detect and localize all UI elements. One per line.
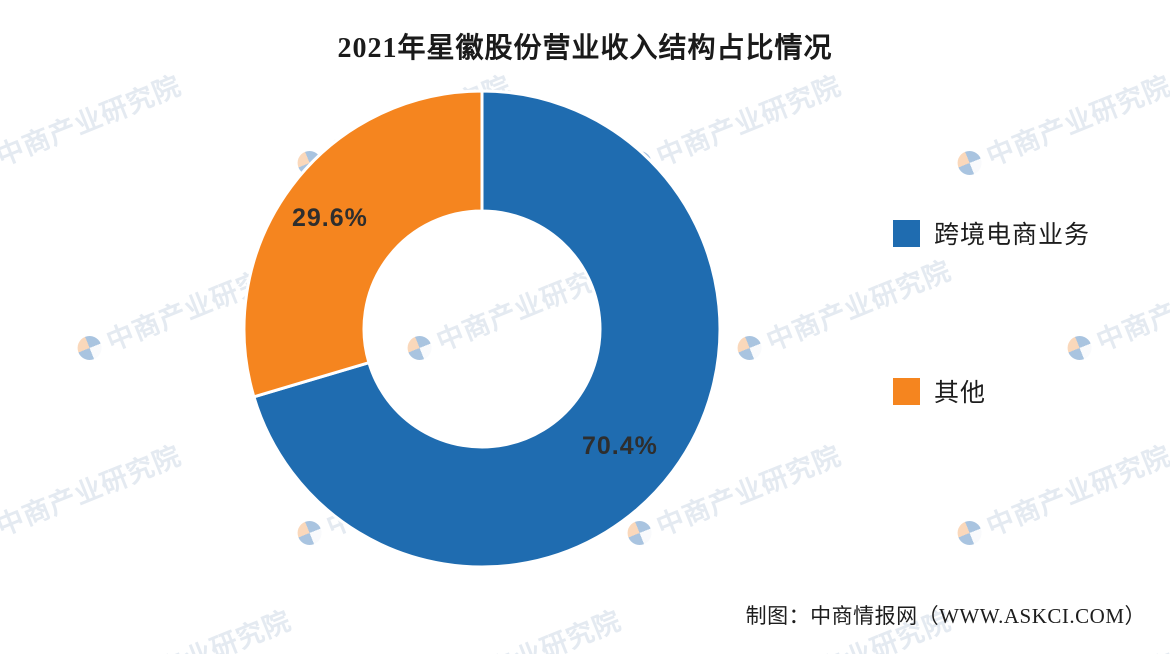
watermark-text: 中商产业研究院 — [0, 440, 186, 542]
watermark-text: 中商产业研究院 — [1092, 255, 1170, 357]
legend-item-1[interactable]: 其他 — [893, 376, 1090, 407]
watermark-text: 中商产业研究院 — [982, 70, 1170, 172]
watermark-text: 中商产业研究院 — [982, 440, 1170, 542]
watermark-tile: 中商产业研究院 — [0, 64, 186, 185]
donut-chart-svg — [242, 89, 722, 569]
watermark-text: 中商产业研究院 — [100, 599, 296, 654]
donut-slice-1[interactable] — [242, 89, 484, 399]
chart-title: 2021年星徽股份营业收入结构占比情况 — [337, 33, 833, 64]
watermark-text: 中商产业研究院 — [0, 70, 186, 172]
legend-label-0: 跨境电商业务 — [934, 222, 1091, 249]
legend-swatch-icon-1 — [893, 377, 920, 405]
watermark-logo-icon — [73, 331, 106, 364]
watermark-logo-icon — [953, 146, 986, 179]
legend-label-1: 其他 — [934, 380, 987, 407]
footer-credit: 制图：中商情报网（WWW.ASKCI.COM） — [745, 604, 1146, 628]
donut-slice-group — [242, 89, 722, 569]
slice-label-minor: 29.6% — [292, 204, 368, 232]
watermark-text: 中商产业研究院 — [430, 599, 626, 654]
watermark-tile: 中商产业研究院 — [401, 599, 626, 654]
watermark-logo-icon — [953, 516, 986, 549]
legend-item-0[interactable]: 跨境电商业务 — [893, 218, 1091, 249]
watermark-tile: 中商产业研究院 — [951, 64, 1170, 185]
chart-legend: 跨境电商业务 其他 — [893, 218, 1091, 407]
donut-slice-0[interactable] — [252, 89, 722, 569]
legend-swatch-icon-0 — [893, 219, 920, 247]
watermark-logo-icon — [733, 331, 766, 364]
watermark-tile: 中商产业研究院 — [0, 434, 186, 555]
donut-chart: 70.4% 29.6% — [237, 84, 727, 574]
watermark-tile: 中商产业研究院 — [71, 599, 296, 654]
slice-label-major: 70.4% — [582, 432, 658, 460]
watermark-tile: 中商产业研究院 — [951, 434, 1170, 555]
